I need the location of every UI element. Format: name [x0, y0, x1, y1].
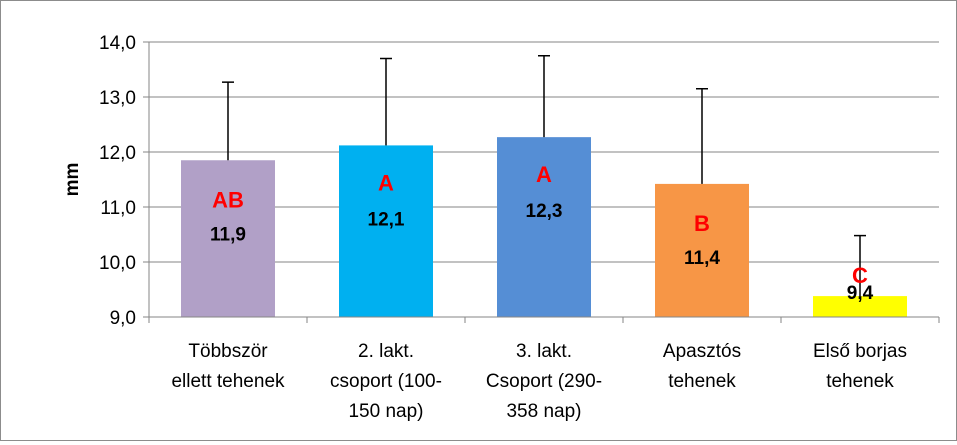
x-tick-label: 2. lakt. — [358, 341, 414, 362]
x-tick-label: ellett tehenek — [171, 371, 285, 392]
bar — [497, 137, 591, 317]
bar — [813, 296, 907, 317]
axes — [143, 41, 940, 323]
x-tick-label: Első borjas — [813, 341, 907, 362]
x-tick-label: Csoport (290- — [486, 371, 602, 392]
x-tick-label: 358 nap) — [506, 401, 581, 422]
group-letter: A — [536, 162, 552, 187]
error-bars — [222, 55, 866, 297]
data-label: 12,1 — [368, 209, 405, 230]
data-label: 11,4 — [684, 248, 720, 269]
x-tick-label: 150 nap) — [348, 401, 423, 422]
x-tick-label: Többször — [188, 341, 268, 362]
group-letter: B — [694, 211, 710, 236]
bar — [655, 183, 749, 317]
bar — [339, 145, 433, 317]
bar — [181, 160, 275, 317]
y-tick-label: 10,0 — [99, 253, 136, 274]
y-tick-label: 11,0 — [100, 198, 136, 219]
data-label: 11,9 — [210, 224, 246, 245]
group-letter: A — [378, 170, 394, 195]
y-tick-label: 13,0 — [99, 88, 136, 109]
x-tick-label: Apasztós — [663, 341, 741, 362]
x-tick-label: 3. lakt. — [516, 341, 572, 362]
data-label: 9,4 — [847, 283, 874, 304]
data-label: 12,3 — [526, 201, 563, 222]
group-letter: AB — [212, 187, 244, 212]
labels: 9,010,011,012,013,014,0AB11,9Többszörell… — [99, 33, 907, 422]
y-tick-label: 9,0 — [110, 308, 136, 329]
group-letter: C — [852, 263, 868, 288]
x-tick-label: csoport (100- — [330, 371, 442, 392]
x-tick-label: tehenek — [826, 371, 894, 392]
y-axis-label: mm — [62, 163, 83, 197]
y-tick-label: 14,0 — [99, 33, 136, 54]
x-tick-label: tehenek — [668, 371, 736, 392]
bars — [181, 137, 907, 317]
y-tick-label: 12,0 — [99, 143, 136, 164]
